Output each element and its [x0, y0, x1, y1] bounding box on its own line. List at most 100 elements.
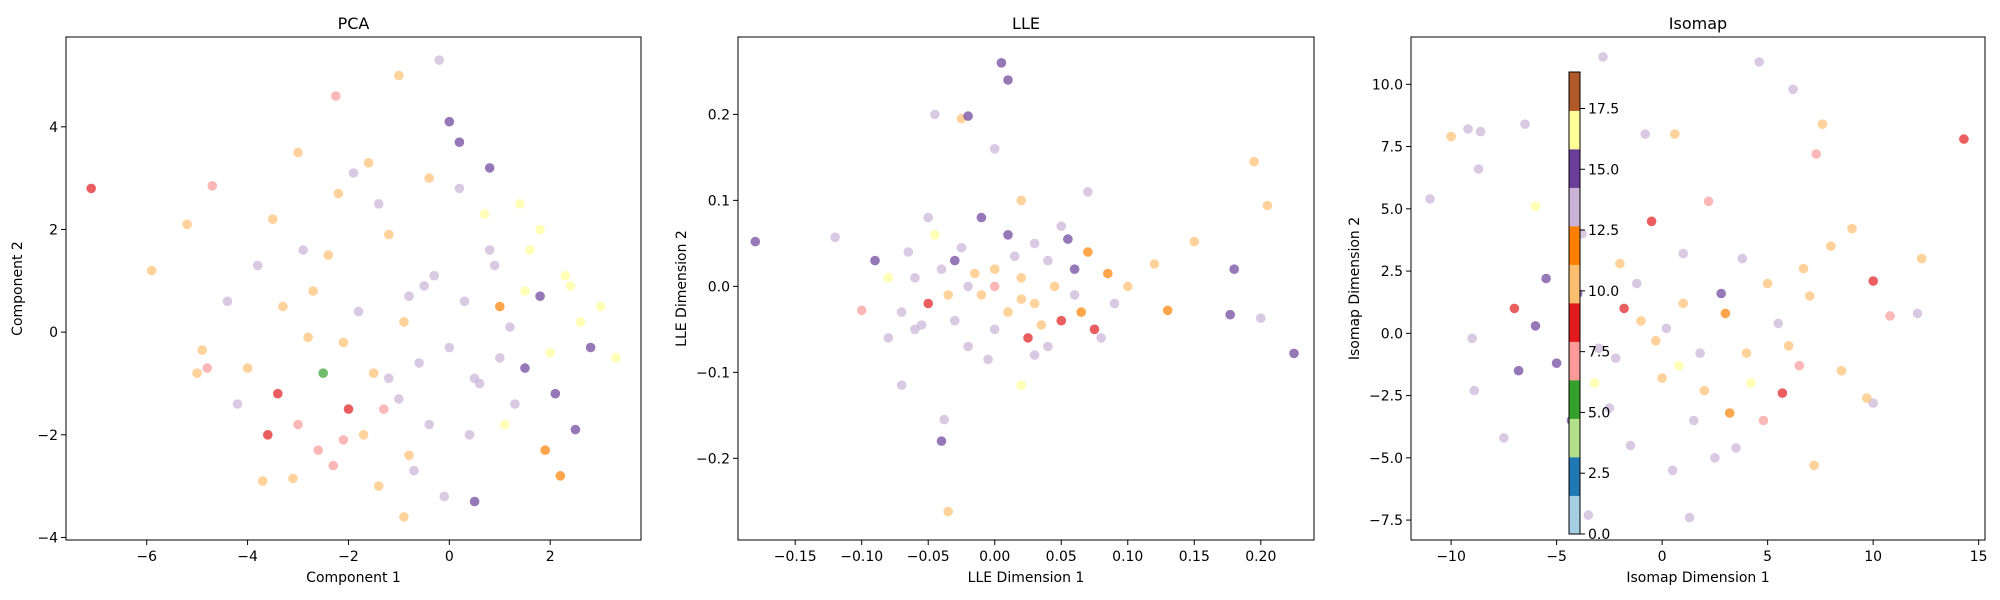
colorbar-tick-label: 0.0: [1588, 527, 1610, 543]
data-point: [489, 260, 500, 271]
colorbar-segment: [1569, 418, 1580, 458]
data-point: [1009, 251, 1020, 262]
data-point: [1746, 378, 1756, 388]
plot-frame: [65, 36, 642, 541]
data-point: [910, 273, 920, 283]
data-point: [1737, 253, 1748, 264]
data-point: [1103, 268, 1113, 279]
data-point: [1788, 84, 1798, 95]
data-point: [1678, 248, 1688, 259]
data-point: [963, 341, 973, 352]
data-point: [252, 260, 263, 271]
data-point: [963, 281, 973, 292]
data-point: [1076, 307, 1086, 317]
colorbar-segment: [1569, 72, 1580, 111]
data-point: [373, 481, 384, 491]
data-point: [963, 111, 973, 121]
data-point: [595, 301, 606, 312]
x-tick-label: 0.05: [1046, 549, 1077, 565]
data-point: [896, 307, 907, 317]
data-point: [1463, 124, 1473, 134]
data-point: [263, 430, 273, 440]
data-point: [363, 158, 374, 168]
data-point: [1083, 247, 1093, 257]
colorbar-segment: [1569, 380, 1580, 419]
data-point: [930, 109, 940, 120]
data-point: [525, 245, 535, 255]
data-point: [1016, 195, 1027, 206]
data-point: [1425, 194, 1435, 204]
data-point: [1583, 510, 1594, 520]
y-tick-label: 0.0: [708, 279, 730, 295]
data-point: [484, 163, 495, 173]
data-point: [830, 232, 840, 243]
data-point: [1262, 200, 1273, 211]
colorbar-segment: [1569, 187, 1580, 227]
data-point: [1016, 294, 1027, 305]
y-tick-label: −2: [37, 428, 58, 444]
data-point: [333, 188, 344, 199]
data-point: [182, 219, 192, 230]
data-point: [1885, 311, 1895, 321]
data-point: [424, 419, 435, 430]
x-axis-label: LLE Dimension 1: [968, 570, 1085, 586]
data-point: [373, 199, 384, 209]
data-point: [939, 414, 949, 425]
data-point: [1149, 259, 1160, 269]
data-point: [520, 363, 530, 373]
data-point: [394, 70, 404, 81]
data-point: [278, 301, 288, 312]
data-point: [1551, 358, 1562, 369]
data-point: [298, 245, 308, 255]
data-point: [293, 147, 303, 158]
data-point: [1636, 316, 1646, 326]
data-point: [1754, 57, 1764, 67]
data-point: [943, 290, 953, 300]
y-tick-label: 4: [49, 120, 58, 136]
data-point: [146, 265, 157, 276]
chart-title: Isomap: [1669, 14, 1727, 33]
data-point: [989, 144, 1000, 154]
data-point: [399, 512, 409, 522]
colorbar-segment: [1569, 264, 1580, 304]
data-point: [505, 322, 515, 332]
data-point: [197, 345, 207, 355]
data-point: [1249, 156, 1259, 167]
y-axis-label: Component 2: [10, 241, 26, 336]
data-point: [1036, 320, 1047, 330]
data-point: [1657, 373, 1667, 383]
data-point: [439, 491, 450, 502]
data-point: [348, 168, 359, 178]
y-tick-label: 0.2: [708, 107, 730, 123]
data-point: [1003, 75, 1013, 85]
colorbar-segment: [1569, 341, 1580, 381]
scatter-points: [1425, 52, 1969, 523]
data-point: [1610, 353, 1621, 364]
data-point: [1069, 290, 1080, 300]
data-point: [1541, 273, 1551, 284]
colorbar-tick-label: 7.5: [1588, 345, 1610, 361]
data-point: [1684, 512, 1695, 523]
x-tick-label: 5: [1763, 549, 1772, 565]
y-tick-label: −0.1: [696, 365, 730, 381]
data-point: [313, 445, 324, 456]
data-point: [1798, 263, 1809, 274]
data-point: [338, 337, 349, 348]
data-point: [1868, 276, 1878, 286]
data-point: [1667, 465, 1678, 476]
chart-title: PCA: [338, 14, 370, 33]
data-point: [1023, 333, 1033, 343]
data-point: [585, 342, 596, 353]
data-point: [257, 476, 268, 486]
x-tick-label: −4: [237, 549, 258, 565]
data-point: [883, 333, 894, 343]
data-point: [1225, 309, 1235, 320]
data-point: [856, 305, 867, 316]
x-tick-label: 2: [546, 549, 555, 565]
data-point: [1604, 403, 1615, 413]
data-point: [611, 353, 621, 363]
plot-frame: [1410, 36, 1986, 541]
data-point: [399, 317, 409, 327]
data-point: [1589, 378, 1600, 388]
data-point: [1758, 415, 1769, 426]
